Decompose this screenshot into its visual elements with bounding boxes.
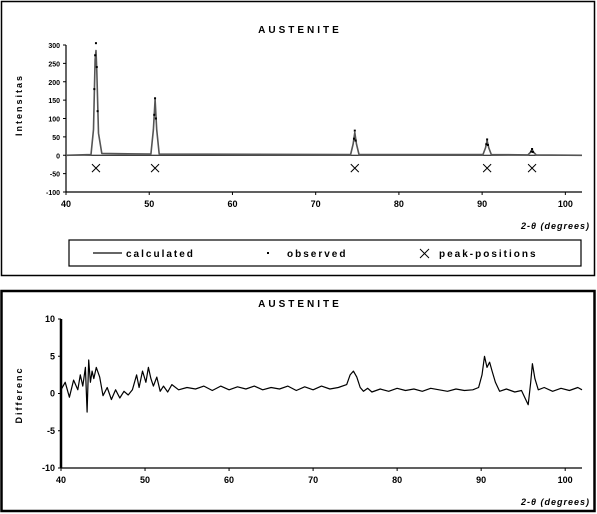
bottom-y-tick-label: -10 bbox=[42, 463, 55, 473]
bottom-x-tick-label: 80 bbox=[392, 475, 402, 485]
bottom-y-tick-label: 10 bbox=[45, 314, 55, 324]
bottom-y-tick-label: 0 bbox=[50, 389, 55, 399]
bottom-y-axis-label: Differenc bbox=[14, 366, 24, 423]
top-y-tick-label: 0 bbox=[56, 153, 60, 160]
top-observed-point bbox=[93, 88, 96, 91]
top-observed-point bbox=[96, 110, 99, 113]
top-x-tick-label: 80 bbox=[394, 199, 404, 209]
top-y-tick-label: 300 bbox=[48, 43, 60, 50]
top-observed-point bbox=[94, 54, 97, 57]
top-panel-frame bbox=[0, 0, 596, 277]
top-observed-point bbox=[94, 42, 97, 45]
bottom-y-tick-label: -5 bbox=[47, 426, 55, 436]
legend-marker-peak-positions bbox=[419, 248, 430, 259]
top-peak-marker bbox=[482, 163, 492, 173]
top-y-axis-label: Intensitas bbox=[14, 74, 24, 136]
top-x-tick-label: 90 bbox=[477, 199, 487, 209]
top-observed-point bbox=[486, 138, 489, 141]
top-y-tick-label: 50 bbox=[52, 135, 60, 142]
top-x-tick-label: 50 bbox=[144, 199, 154, 209]
bottom-x-tick-label: 90 bbox=[476, 475, 486, 485]
top-x-tick-label: 60 bbox=[227, 199, 237, 209]
bottom-x-tick-label: 70 bbox=[308, 475, 318, 485]
bottom-chart-title: AUSTENITE bbox=[258, 299, 342, 310]
top-observed-point bbox=[154, 117, 157, 120]
top-observed-point bbox=[485, 143, 488, 146]
top-calculated-line bbox=[65, 49, 583, 157]
top-x-tick-label: 100 bbox=[558, 199, 573, 209]
top-observed-point bbox=[95, 66, 98, 69]
top-x-tick-label: 40 bbox=[61, 199, 71, 209]
top-y-tick-label: 250 bbox=[48, 61, 60, 68]
top-chart: AUSTENITE Intensitas 2-θ (degrees) calcu… bbox=[14, 25, 590, 267]
bottom-chart: AUSTENITE Differenc 2-θ (degrees) 40 50 60… bbox=[14, 299, 590, 507]
bottom-x-tick-label: 60 bbox=[224, 475, 234, 485]
top-peak-marker bbox=[91, 163, 101, 173]
top-observed-point bbox=[530, 150, 533, 153]
legend-label-calculated: calculated bbox=[126, 249, 195, 260]
bottom-panel-frame bbox=[0, 289, 596, 513]
bottom-y-tick-label: 5 bbox=[50, 351, 55, 361]
legend-label-observed: observed bbox=[287, 249, 347, 260]
top-observed-point bbox=[531, 148, 534, 151]
top-y-tick-label: -100 bbox=[46, 190, 60, 197]
top-observed-point bbox=[153, 113, 156, 116]
bottom-x-axis-label: 2-θ (degrees) bbox=[520, 497, 590, 507]
legend-marker-observed bbox=[267, 252, 269, 254]
top-y-tick-label: 150 bbox=[48, 98, 60, 105]
top-y-tick-label: 100 bbox=[48, 117, 60, 124]
top-observed-point bbox=[352, 137, 355, 140]
top-peak-marker bbox=[527, 163, 537, 173]
top-peak-marker bbox=[350, 163, 360, 173]
top-x-axis-label: 2-θ (degrees) bbox=[520, 221, 590, 231]
top-peak-marker bbox=[150, 163, 160, 173]
bottom-x-tick-label: 40 bbox=[56, 475, 66, 485]
legend-box bbox=[68, 239, 582, 267]
top-observed-point bbox=[154, 97, 157, 100]
top-y-tick-label: 200 bbox=[48, 80, 60, 87]
bottom-x-tick-label: 50 bbox=[140, 475, 150, 485]
top-chart-title: AUSTENITE bbox=[258, 25, 342, 36]
top-observed-point bbox=[353, 129, 356, 132]
bottom-difference-line bbox=[60, 355, 583, 413]
top-observed-point bbox=[354, 139, 357, 142]
bottom-x-tick-label: 100 bbox=[558, 475, 573, 485]
top-observed-point bbox=[531, 150, 534, 153]
top-y-tick-label: -50 bbox=[50, 172, 60, 179]
legend-label-peak-positions: peak-positions bbox=[439, 249, 538, 260]
top-observed-point bbox=[486, 143, 489, 146]
top-x-tick-label: 70 bbox=[311, 199, 321, 209]
